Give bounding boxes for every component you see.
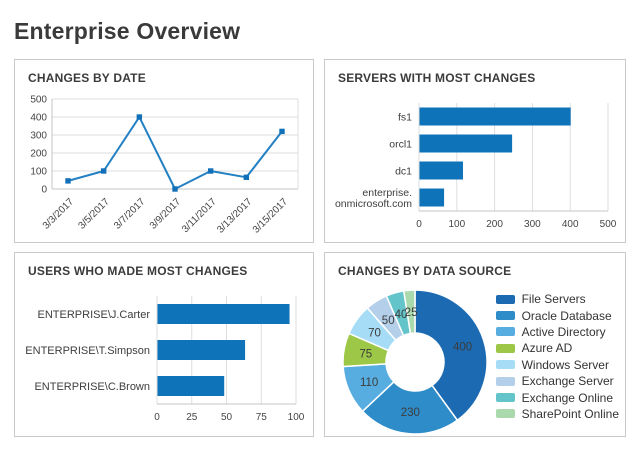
panel-title-data-source: CHANGES BY DATA SOURCE [338,264,512,278]
category-label: fs1 [398,111,412,123]
legend-label: Active Directory [521,324,606,339]
category-label: dc1 [395,165,412,177]
legend-item: Exchange Online [495,389,619,405]
donut-slice [361,380,459,435]
legend-swatch [495,393,515,403]
data-point-marker [243,174,250,180]
legend-item: Oracle Database [495,307,619,323]
x-tick-label: 3/3/2017 [41,196,77,232]
legend-swatch [495,343,515,353]
x-tick-label: 3/9/2017 [148,196,184,232]
y-tick-label: 500 [30,95,47,106]
x-tick-label: 50 [221,412,233,423]
x-tick-label: 3/11/2017 [180,196,219,235]
legend-label: Exchange Online [521,390,613,405]
legend-label: SharePoint Online [521,406,619,421]
legend-label: Azure AD [521,341,573,356]
data-point-marker [172,186,178,192]
y-tick-label: 300 [30,131,47,142]
category-label: onmicrosoft.com [335,198,412,210]
bar [157,304,290,324]
data-point-marker [279,128,285,135]
category-label: ENTERPRISE\T.Simpson [25,345,150,357]
panel-title-changes-by-date: CHANGES BY DATE [28,71,146,85]
x-tick-label: 3/15/2017 [251,196,291,236]
data-point-marker [136,114,143,120]
panel-servers-with-most-changes: SERVERS WITH MOST CHANGES 0 100 200 300 400 5… [324,59,626,243]
slice-value-label: 75 [359,348,372,360]
legend-swatch [495,376,515,386]
x-tick-label: 200 [486,219,503,230]
legend-item: Windows Server [495,357,619,373]
panel-changes-by-data-source: CHANGES BY DATA SOURCE 400 230 110 75 70 50 40… [324,252,626,437]
legend-item: Exchange Server [495,373,619,389]
y-tick-label: 0 [41,185,47,196]
bar [419,161,463,180]
donut-slice [402,289,416,335]
donut-slice [414,289,488,422]
legend-item: File Servers [495,291,619,307]
panel-title-servers: SERVERS WITH MOST CHANGES [338,71,536,85]
data-point-marker [65,178,71,184]
x-tick-label: 3/7/2017 [112,196,148,232]
x-tick-label: 300 [524,219,541,230]
y-tick-label: 100 [30,167,47,178]
slice-value-label: 110 [360,377,378,389]
category-label: orcl1 [389,138,412,150]
legend-item: Azure AD [495,340,619,356]
y-tick-label: 200 [30,149,47,160]
legend-swatch [495,409,515,419]
legend-label: Oracle Database [521,308,612,323]
bar [157,376,225,396]
legend-label: File Servers [521,292,586,307]
legend-item: Active Directory [495,324,619,340]
bar [157,340,246,360]
x-tick-label: 25 [186,412,198,423]
servers-bar-chart[interactable]: 0 100 200 300 400 500 fs1 orcl1 dc1 enterprise.on… [325,87,621,239]
dashboard-grid: CHANGES BY DATE 0 100 200 300 400 500 3/3/2017… [14,59,626,437]
legend-label: Exchange Server [521,374,614,389]
panel-title-users: USERS WHO MADE MOST CHANGES [28,264,248,278]
slice-value-label: 230 [401,407,420,419]
slice-value-label: 25 [405,307,418,319]
legend-swatch [495,311,515,321]
data-point-marker [207,168,214,174]
legend-item: SharePoint Online [495,406,619,422]
x-tick-label: 75 [256,412,268,423]
slice-value-label: 40 [395,309,408,321]
slice-value-label: 400 [453,342,472,354]
bar [419,134,513,153]
bar [419,188,445,207]
donut-panel-body: 400 230 110 75 70 50 40 25 File Servers Oracle D… [325,280,625,436]
category-label: ENTERPRISE\J.Carter [38,309,151,321]
category-label: ENTERPRISE\C.Brown [34,381,150,393]
x-tick-label: 500 [600,219,617,230]
category-label: enterprise. [362,187,412,199]
x-tick-label: 100 [288,412,305,423]
dashboard-page: Enterprise Overview CHANGES BY DATE 0 100… [14,18,626,437]
panel-changes-by-date: CHANGES BY DATE 0 100 200 300 400 500 3/3/2017… [14,59,314,243]
x-tick-label: 100 [448,219,465,230]
donut-legend: File Servers Oracle Database Active Direct… [495,291,619,422]
legend-swatch [495,327,515,337]
x-tick-label: 0 [154,412,160,423]
slice-value-label: 50 [382,315,395,327]
y-tick-label: 400 [30,113,47,124]
bar [419,107,571,126]
legend-swatch [495,294,515,304]
slice-value-label: 70 [368,328,381,340]
page-title: Enterprise Overview [14,18,241,44]
panel-users-who-made-most-changes: USERS WHO MADE MOST CHANGES 0 25 50 75 100 EN… [14,252,314,437]
legend-label: Windows Server [521,357,609,372]
x-tick-label: 0 [416,219,422,230]
data-point-marker [100,168,107,174]
x-tick-label: 400 [562,219,579,230]
x-tick-label: 3/5/2017 [76,196,112,232]
changes-by-date-line-chart[interactable]: 0 100 200 300 400 500 3/3/2017 3/5/2017 3/7/2017… [15,87,309,239]
x-tick-label: 3/13/2017 [215,196,255,236]
users-bar-chart[interactable]: 0 25 50 75 100 ENTERPRISE\J.Carter ENTERPRISE\… [15,280,309,432]
legend-swatch [495,360,515,370]
